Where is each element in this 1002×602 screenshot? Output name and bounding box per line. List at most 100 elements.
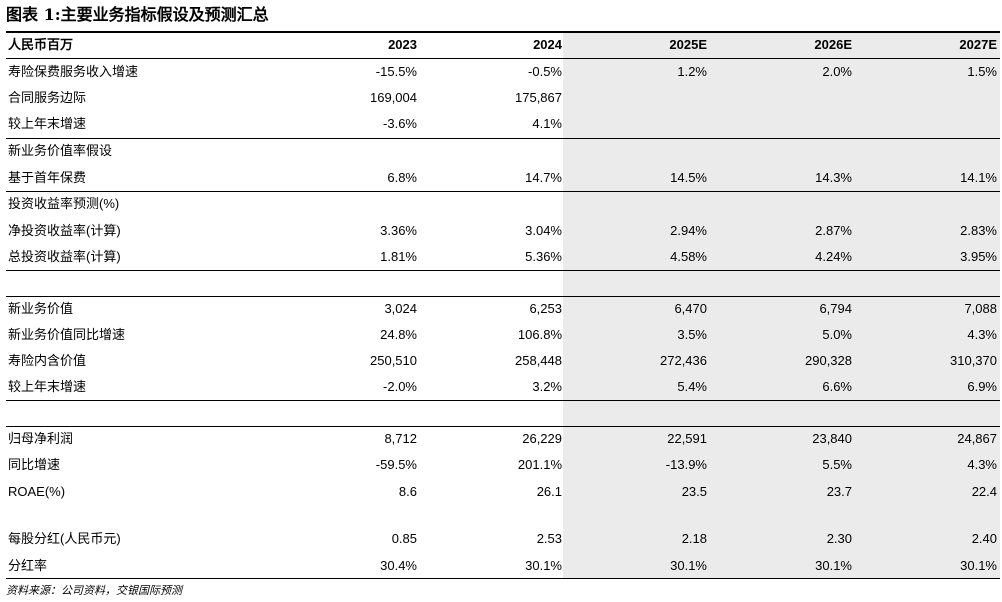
- header-cell: 2024: [533, 37, 562, 52]
- table-cell: 14.5%: [670, 170, 707, 185]
- table-cell: 22.4: [971, 484, 997, 499]
- table-cell: 6.9%: [967, 379, 997, 394]
- table-cell: 4.58%: [670, 249, 707, 264]
- table-cell: 6,470: [674, 301, 707, 316]
- row-label: 较上年末增速: [8, 116, 87, 131]
- table-cell: 6.8%: [387, 170, 417, 185]
- rule: [6, 426, 1000, 427]
- table-cell: 272,436: [660, 353, 707, 368]
- table-cell: 2.40: [971, 531, 997, 546]
- table-cell: 26.1: [536, 484, 562, 499]
- table-cell: 6,794: [819, 301, 852, 316]
- table-cell: 106.8%: [517, 327, 562, 342]
- rule: [6, 578, 1000, 579]
- table-cell: 30.1%: [960, 558, 997, 573]
- table-cell: 3.36%: [380, 223, 417, 238]
- rule: [6, 400, 1000, 401]
- row-label: 总投资收益率(计算): [8, 249, 121, 264]
- row-label: 较上年末增速: [8, 379, 87, 394]
- header-cell: 2026E: [814, 37, 852, 52]
- row-label: 新业务价值: [8, 301, 74, 316]
- table-cell: 23.7: [826, 484, 852, 499]
- table-cell: 175,867: [515, 90, 562, 105]
- row-label: 每股分红(人民币元): [8, 531, 121, 546]
- row-label: 分红率: [8, 558, 48, 573]
- header-cell: 2025E: [669, 37, 707, 52]
- table-cell: 1.5%: [967, 64, 997, 79]
- title: 图表 1:主要业务指标假设及预测汇总: [6, 5, 269, 24]
- table-cell: 2.0%: [822, 64, 852, 79]
- table-cell: 26,229: [522, 431, 562, 446]
- row-label: 基于首年保费: [8, 170, 87, 185]
- table-cell: -0.5%: [528, 64, 562, 79]
- table-cell: 3.04%: [525, 223, 562, 238]
- row-label: 投资收益率预测(%): [8, 196, 120, 211]
- table-cell: 30.1%: [670, 558, 707, 573]
- table-cell: 6,253: [529, 301, 562, 316]
- table-cell: 2.30: [826, 531, 852, 546]
- table-cell: 30.4%: [380, 558, 417, 573]
- row-label: 寿险内含价值: [8, 353, 87, 368]
- row-label: 净投资收益率(计算): [8, 223, 121, 238]
- row-label: 寿险保费服务收入增速: [8, 64, 139, 79]
- shade: [563, 32, 1000, 578]
- header-cell: 2027E: [959, 37, 997, 52]
- table-cell: 258,448: [515, 353, 562, 368]
- source: 资料来源：公司资料，交银国际预测: [6, 585, 182, 597]
- table-cell: 250,510: [370, 353, 417, 368]
- table-cell: 290,328: [805, 353, 852, 368]
- table-cell: 14.3%: [815, 170, 852, 185]
- row-label: 新业务价值同比增速: [8, 327, 126, 342]
- table-cell: 4.3%: [967, 327, 997, 342]
- table-cell: -3.6%: [383, 116, 417, 131]
- table-cell: 0.85: [391, 531, 417, 546]
- table-cell: 3,024: [384, 301, 417, 316]
- table-cell: 5.4%: [677, 379, 707, 394]
- header-cell: 人民币百万: [8, 37, 74, 52]
- rule: [6, 270, 1000, 271]
- table-cell: 14.7%: [525, 170, 562, 185]
- table-cell: 23,840: [812, 431, 852, 446]
- rule: [6, 191, 1000, 192]
- table-cell: 7,088: [964, 301, 997, 316]
- table-cell: 4.1%: [532, 116, 562, 131]
- table-cell: -15.5%: [375, 64, 417, 79]
- table-cell: 22,591: [667, 431, 707, 446]
- table-cell: 6.6%: [822, 379, 852, 394]
- rule: [6, 31, 1000, 33]
- rule: [6, 296, 1000, 297]
- table-cell: 2.87%: [815, 223, 852, 238]
- table-cell: 3.95%: [960, 249, 997, 264]
- table-cell: 2.18: [681, 531, 707, 546]
- table-cell: 24.8%: [380, 327, 417, 342]
- table-cell: 3.2%: [532, 379, 562, 394]
- header-cell: 2023: [388, 37, 417, 52]
- table-cell: 8,712: [384, 431, 417, 446]
- table-cell: 2.83%: [960, 223, 997, 238]
- table-cell: 201.1%: [517, 457, 562, 472]
- table-cell: 2.94%: [670, 223, 707, 238]
- table-cell: 3.5%: [677, 327, 707, 342]
- table-cell: 30.1%: [525, 558, 562, 573]
- table-cell: -59.5%: [375, 457, 417, 472]
- table-cell: 24,867: [957, 431, 997, 446]
- rule: [6, 138, 1000, 139]
- table-cell: 1.81%: [380, 249, 417, 264]
- row-label: 新业务价值率假设: [8, 143, 113, 158]
- table-cell: 5.5%: [822, 457, 852, 472]
- row-label: 同比增速: [8, 457, 61, 472]
- row-label: ROAE(%): [8, 484, 66, 499]
- table-cell: 14.1%: [960, 170, 997, 185]
- row-label: 归母净利润: [8, 431, 74, 446]
- table-cell: 8.6: [398, 484, 417, 499]
- rule: [6, 58, 1000, 59]
- table-cell: 30.1%: [815, 558, 852, 573]
- table-cell: 169,004: [370, 90, 417, 105]
- table-cell: 4.24%: [815, 249, 852, 264]
- table-cell: 2.53: [536, 531, 562, 546]
- table-cell: 4.3%: [967, 457, 997, 472]
- row-label: 合同服务边际: [8, 90, 87, 105]
- table-cell: 1.2%: [677, 64, 707, 79]
- table-cell: 310,370: [950, 353, 997, 368]
